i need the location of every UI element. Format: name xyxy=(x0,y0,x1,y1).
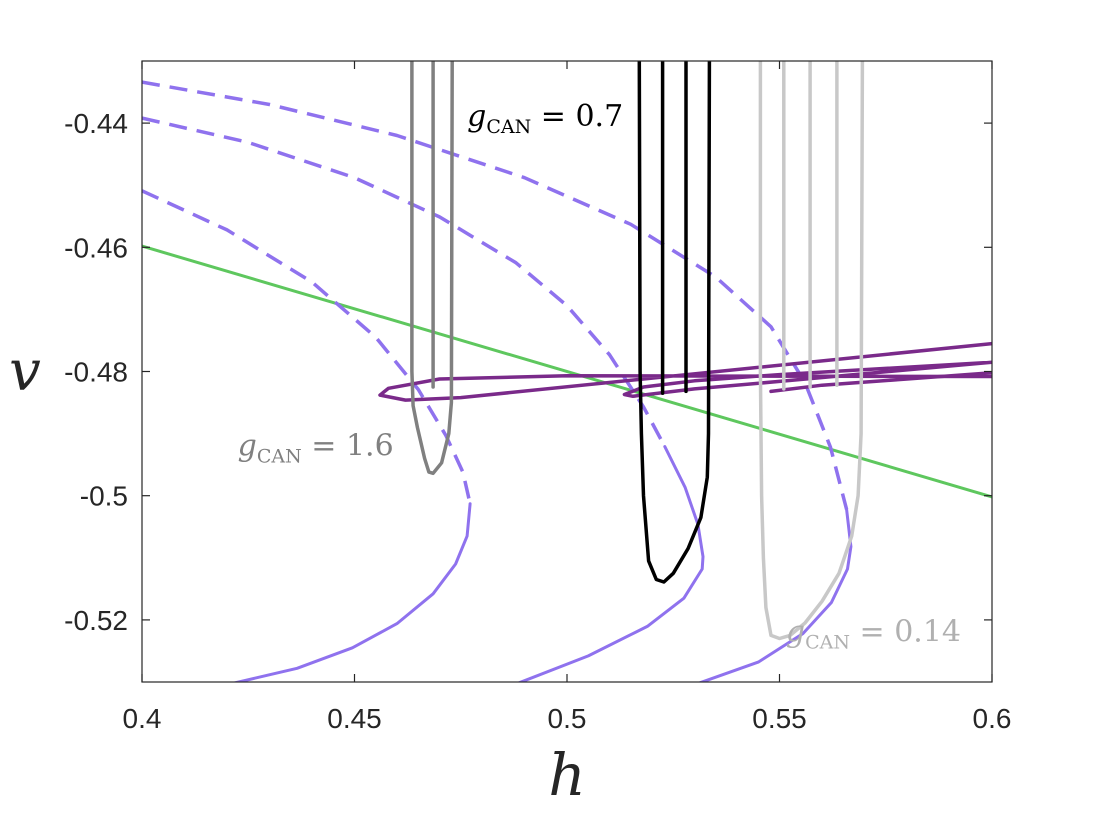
series-line-7 xyxy=(697,507,853,682)
x-tick-label: 0.5 xyxy=(548,703,587,734)
series-layer xyxy=(142,61,992,682)
x-tick-label: 0.45 xyxy=(327,703,382,734)
series-line-10 xyxy=(769,370,992,394)
series-line-3 xyxy=(232,502,472,682)
y-tick-label: -0.44 xyxy=(64,108,128,139)
series-line-6 xyxy=(142,80,849,510)
g-can-annotation: gCAN = 0.7 xyxy=(467,99,623,138)
g-can-annotation: gCAN = 1.6 xyxy=(238,428,394,467)
x-tick-label: 0.55 xyxy=(752,703,807,734)
tick-layer: 0.4 0.45 0.5 0.55 0.6 -0.44 -0.46 -0.48 -0.5 -0.5… xyxy=(64,61,1011,734)
series-line-1 xyxy=(142,244,992,499)
y-tick-label: -0.48 xyxy=(64,357,128,388)
series-line-11 xyxy=(410,61,454,476)
series-line-2 xyxy=(142,189,472,505)
y-tick-label: -0.5 xyxy=(80,481,128,512)
series-line-5 xyxy=(517,445,705,682)
series-line-9 xyxy=(622,360,992,399)
x-axis-label: h xyxy=(548,741,585,809)
x-tick-label: 0.4 xyxy=(123,703,162,734)
y-tick-label: -0.52 xyxy=(64,605,128,636)
x-tick-label: 0.6 xyxy=(973,703,1012,734)
series-line-4 xyxy=(142,116,667,448)
series-line-16 xyxy=(758,61,865,641)
g-can-annotation: gCAN = 0.14 xyxy=(786,615,961,654)
y-axis-label: v xyxy=(9,339,41,404)
series-line-13 xyxy=(637,61,712,584)
annotation-layer: gCAN = 0.7 gCAN = 1.6 gCAN = 0.14 xyxy=(238,99,961,653)
y-tick-label: -0.46 xyxy=(64,232,128,263)
